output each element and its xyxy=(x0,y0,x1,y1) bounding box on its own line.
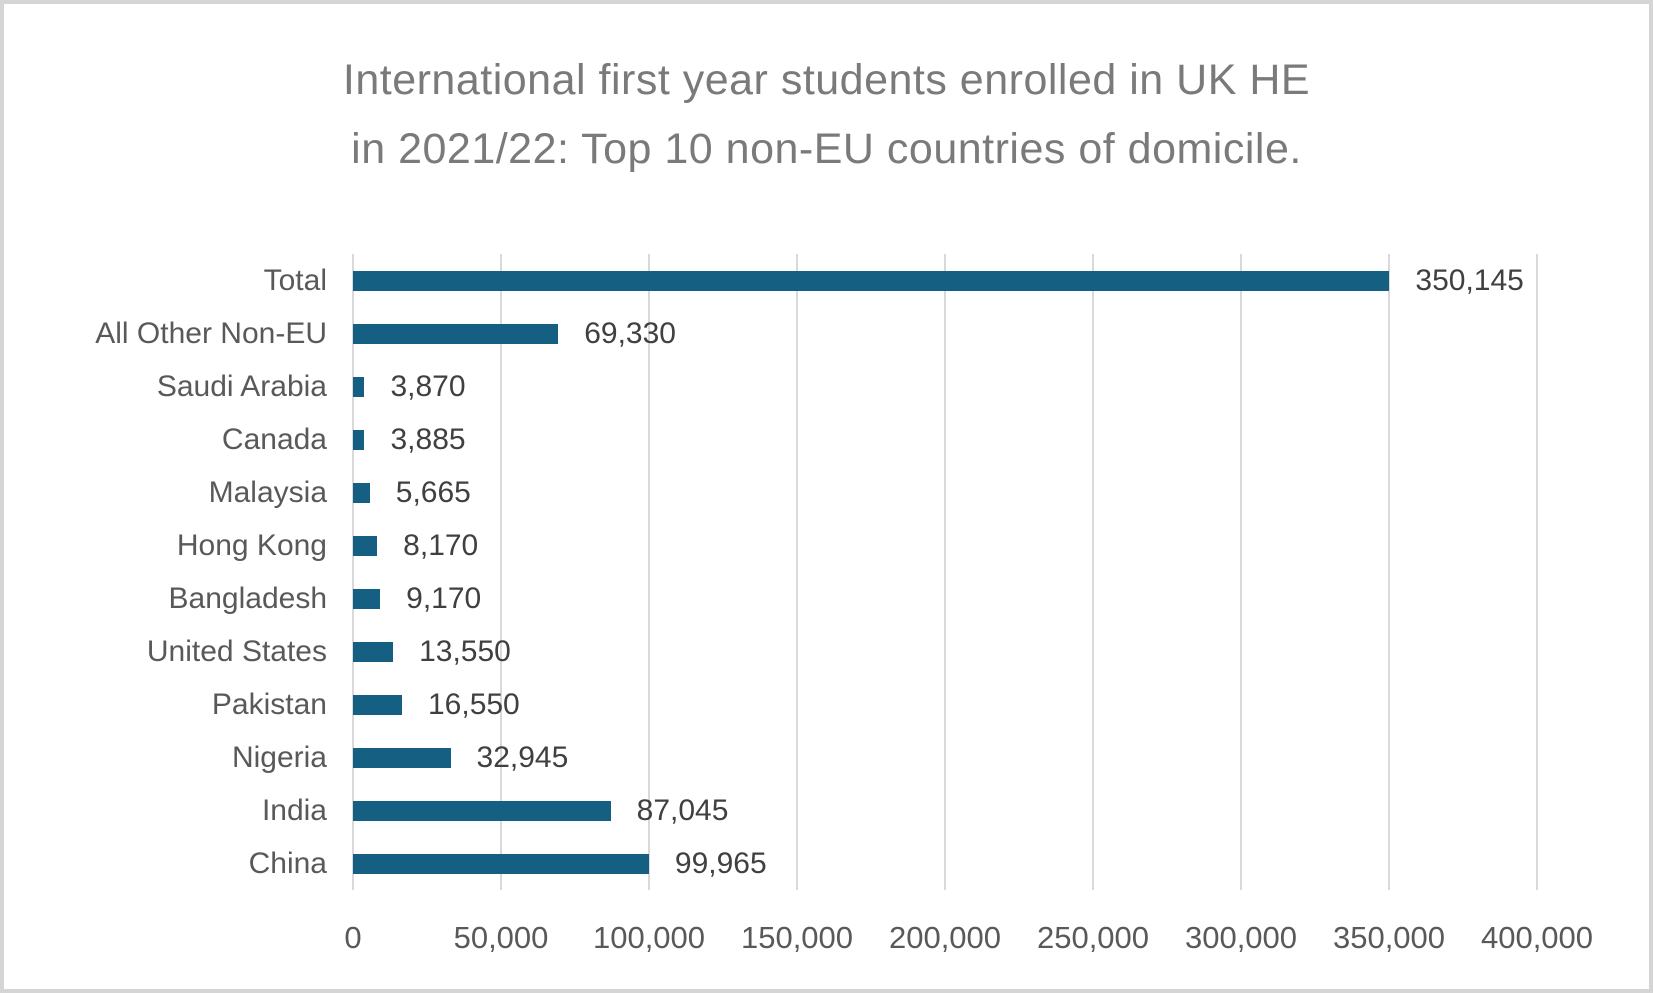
value-label: 16,550 xyxy=(427,687,520,721)
bar-row: Bangladesh 9,170 xyxy=(4,572,1649,625)
chart-title-line-2: in 2021/22: Top 10 non-EU countries of d… xyxy=(351,125,1302,173)
value-label: 87,045 xyxy=(636,793,729,827)
bar-track: 3,885 xyxy=(353,413,1537,466)
category-label: Canada xyxy=(221,422,327,456)
value-label: 69,330 xyxy=(584,316,676,350)
bar-track: 16,550 xyxy=(353,678,1537,731)
bar xyxy=(353,429,365,450)
x-tick-label: 200,000 xyxy=(888,920,1002,955)
value-label: 99,965 xyxy=(674,846,767,880)
category-label: All Other Non-EU xyxy=(95,316,327,350)
bar-row: Hong Kong 8,170 xyxy=(4,519,1649,572)
bar-row: China 99,965 xyxy=(4,837,1649,890)
bar-track: 87,045 xyxy=(353,784,1537,837)
value-label: 32,945 xyxy=(476,740,569,774)
category-label: China xyxy=(248,846,327,880)
category-label: Nigeria xyxy=(231,740,327,774)
bar-track: 5,665 xyxy=(353,466,1537,519)
value-label: 350,145 xyxy=(1415,263,1524,297)
bar-row: Saudi Arabia 3,870 xyxy=(4,360,1649,413)
value-label: 5,665 xyxy=(395,475,471,509)
bar-row: United States 13,550 xyxy=(4,625,1649,678)
bar-row: India 87,045 xyxy=(4,784,1649,837)
category-label: Pakistan xyxy=(211,687,327,721)
bar xyxy=(353,800,611,821)
x-tick-label: 250,000 xyxy=(1036,920,1150,955)
bar xyxy=(353,641,394,662)
chart-title: International first year students enroll… xyxy=(4,46,1649,184)
x-tick-label: 300,000 xyxy=(1184,920,1298,955)
gridline xyxy=(1240,254,1242,890)
bar-track: 32,945 xyxy=(353,731,1537,784)
bar xyxy=(353,270,1390,291)
bar-track: 8,170 xyxy=(353,519,1537,572)
bar xyxy=(353,323,559,344)
category-label: United States xyxy=(146,634,327,668)
gridline xyxy=(500,254,502,890)
gridline xyxy=(796,254,798,890)
value-label: 3,870 xyxy=(390,369,466,403)
category-label: Saudi Arabia xyxy=(156,369,327,403)
gridline xyxy=(1388,254,1390,890)
gridline xyxy=(1092,254,1094,890)
value-label: 13,550 xyxy=(419,634,511,668)
gridline xyxy=(352,254,354,890)
value-label: 3,885 xyxy=(390,422,466,456)
category-label: Total xyxy=(263,263,327,297)
gridline xyxy=(1536,254,1538,890)
value-label: 8,170 xyxy=(403,528,479,562)
category-label: India xyxy=(261,793,327,827)
bar xyxy=(353,853,649,874)
bar-track: 99,965 xyxy=(353,837,1537,890)
chart-title-line-1: International first year students enroll… xyxy=(342,56,1311,104)
bar-track: 13,550 xyxy=(353,625,1537,678)
bar-row: Malaysia 5,665 xyxy=(4,466,1649,519)
bar-track: 9,170 xyxy=(353,572,1537,625)
category-label: Hong Kong xyxy=(176,528,327,562)
bar-row: Nigeria 32,945 xyxy=(4,731,1649,784)
category-label: Bangladesh xyxy=(168,581,327,615)
bar-track: 3,870 xyxy=(353,360,1537,413)
bar-row: Pakistan 16,550 xyxy=(4,678,1649,731)
gridline xyxy=(648,254,650,890)
x-tick-label: 400,000 xyxy=(1480,920,1594,955)
x-tick-label: 350,000 xyxy=(1332,920,1446,955)
bar xyxy=(353,535,378,556)
x-tick-label: 150,000 xyxy=(740,920,854,955)
value-label: 9,170 xyxy=(406,581,482,615)
x-tick-label: 100,000 xyxy=(592,920,706,955)
bar-track: 350,145 xyxy=(353,254,1537,307)
bar xyxy=(353,376,365,397)
bar-row: Total 350,145 xyxy=(4,254,1649,307)
bar xyxy=(353,694,402,715)
bar xyxy=(353,747,451,768)
bar-row: Canada 3,885 xyxy=(4,413,1649,466)
category-label: Malaysia xyxy=(208,475,327,509)
gridline xyxy=(944,254,946,890)
bar-row: All Other Non-EU 69,330 xyxy=(4,307,1649,360)
x-axis: 0 50,000 100,000 150,000 200,000 250,000 300,0… xyxy=(344,920,1593,960)
bar-track: 69,330 xyxy=(353,307,1537,360)
plot-area: Total 350,145 All Other Non-EU 69,330 Saudi … xyxy=(4,254,1649,890)
gridline-layer xyxy=(352,254,1538,890)
bar xyxy=(353,482,370,503)
bar xyxy=(353,588,381,609)
x-tick-label: 0 xyxy=(344,920,362,955)
x-tick-label: 50,000 xyxy=(453,920,549,955)
